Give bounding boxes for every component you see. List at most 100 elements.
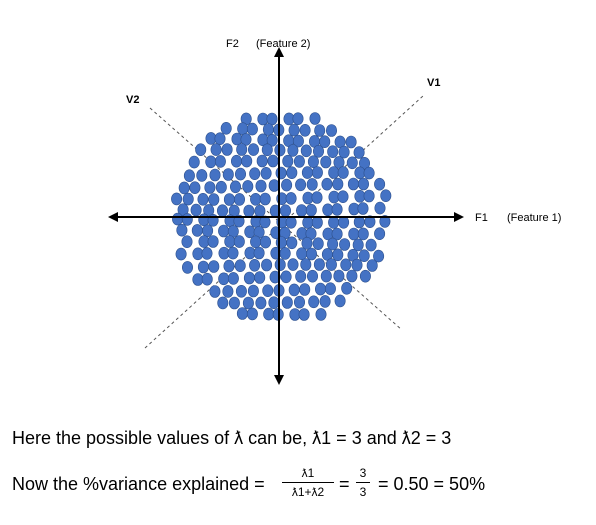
data-point (215, 180, 227, 194)
data-point (282, 154, 294, 168)
data-point (286, 236, 298, 250)
lambda-fraction: ƛ1 ƛ1+ƛ2 (282, 466, 334, 499)
data-point (352, 238, 364, 252)
data-point (269, 270, 281, 284)
data-point (312, 237, 324, 250)
data-point (178, 181, 190, 195)
data-point (359, 269, 371, 283)
data-point (320, 269, 332, 283)
data-point (325, 124, 337, 137)
data-point (300, 144, 312, 158)
value-fraction-denominator: 3 (359, 485, 367, 499)
data-point (274, 258, 286, 272)
data-point (287, 144, 299, 157)
data-point (275, 166, 287, 180)
v1-label: V1 (427, 77, 440, 89)
data-point (222, 168, 234, 181)
data-point (321, 177, 333, 191)
data-point (312, 145, 324, 158)
data-point (234, 193, 246, 206)
data-point (266, 112, 278, 126)
data-point (309, 112, 321, 125)
data-point (366, 259, 378, 272)
data-point (337, 166, 349, 179)
data-point (191, 224, 203, 237)
data-point (249, 258, 261, 272)
data-point (380, 189, 392, 202)
data-point (256, 154, 268, 168)
data-point (307, 155, 319, 168)
data-point (354, 190, 366, 203)
data-point (260, 167, 272, 180)
data-point (332, 177, 344, 191)
data-point (314, 124, 326, 137)
data-point (301, 166, 313, 179)
data-point (327, 145, 339, 158)
data-point (333, 156, 345, 169)
data-point (175, 247, 187, 261)
data-point (209, 168, 221, 182)
data-point (254, 271, 266, 284)
data-point (247, 284, 259, 298)
data-point (176, 223, 188, 237)
data-point (259, 235, 271, 249)
data-point (250, 235, 262, 249)
data-point (182, 192, 194, 206)
data-point (224, 235, 236, 248)
data-point (280, 270, 292, 284)
data-point (221, 143, 233, 156)
data-point (289, 308, 301, 321)
data-point (201, 272, 213, 286)
data-point (281, 178, 293, 192)
data-point (253, 246, 265, 260)
data-point (331, 227, 343, 241)
data-point (255, 179, 267, 193)
lambda-fraction-bar (282, 482, 334, 483)
data-point (308, 295, 320, 309)
data-point (357, 227, 369, 241)
data-point (198, 213, 210, 227)
data-point (292, 134, 304, 148)
data-point (357, 177, 369, 191)
data-point (305, 247, 317, 261)
data-point (340, 258, 352, 272)
data-point (298, 308, 310, 321)
data-point (279, 247, 291, 260)
data-point (222, 285, 234, 298)
data-point (267, 154, 279, 168)
data-point (334, 294, 346, 308)
data-point (313, 258, 325, 271)
data-point (327, 237, 339, 251)
data-point (293, 155, 305, 168)
data-point (300, 258, 312, 271)
data-point (233, 214, 245, 228)
data-point (296, 204, 308, 217)
f1-label: F1 (475, 212, 488, 224)
data-point (246, 122, 258, 136)
data-point (237, 122, 249, 135)
data-point (255, 296, 267, 310)
data-point (254, 204, 266, 218)
data-point (331, 203, 343, 216)
data-point (190, 203, 202, 217)
data-point (261, 143, 273, 157)
data-point (218, 272, 230, 286)
data-point (234, 259, 246, 273)
f1-desc: (Feature 1) (507, 212, 561, 224)
data-point (210, 143, 222, 156)
data-point (319, 295, 331, 308)
lambda-fraction-denominator: ƛ1+ƛ2 (291, 485, 325, 499)
data-point (220, 122, 232, 135)
data-point (197, 260, 209, 274)
data-point (365, 238, 377, 252)
data-point (261, 258, 273, 272)
data-point (363, 189, 375, 203)
data-point (218, 224, 230, 238)
variance-result: = 0.50 = 50% (378, 474, 486, 494)
data-point (233, 235, 245, 248)
data-point (231, 154, 243, 168)
data-point (286, 166, 298, 179)
data-point (246, 307, 258, 321)
data-point (209, 285, 221, 298)
data-point (358, 249, 370, 262)
